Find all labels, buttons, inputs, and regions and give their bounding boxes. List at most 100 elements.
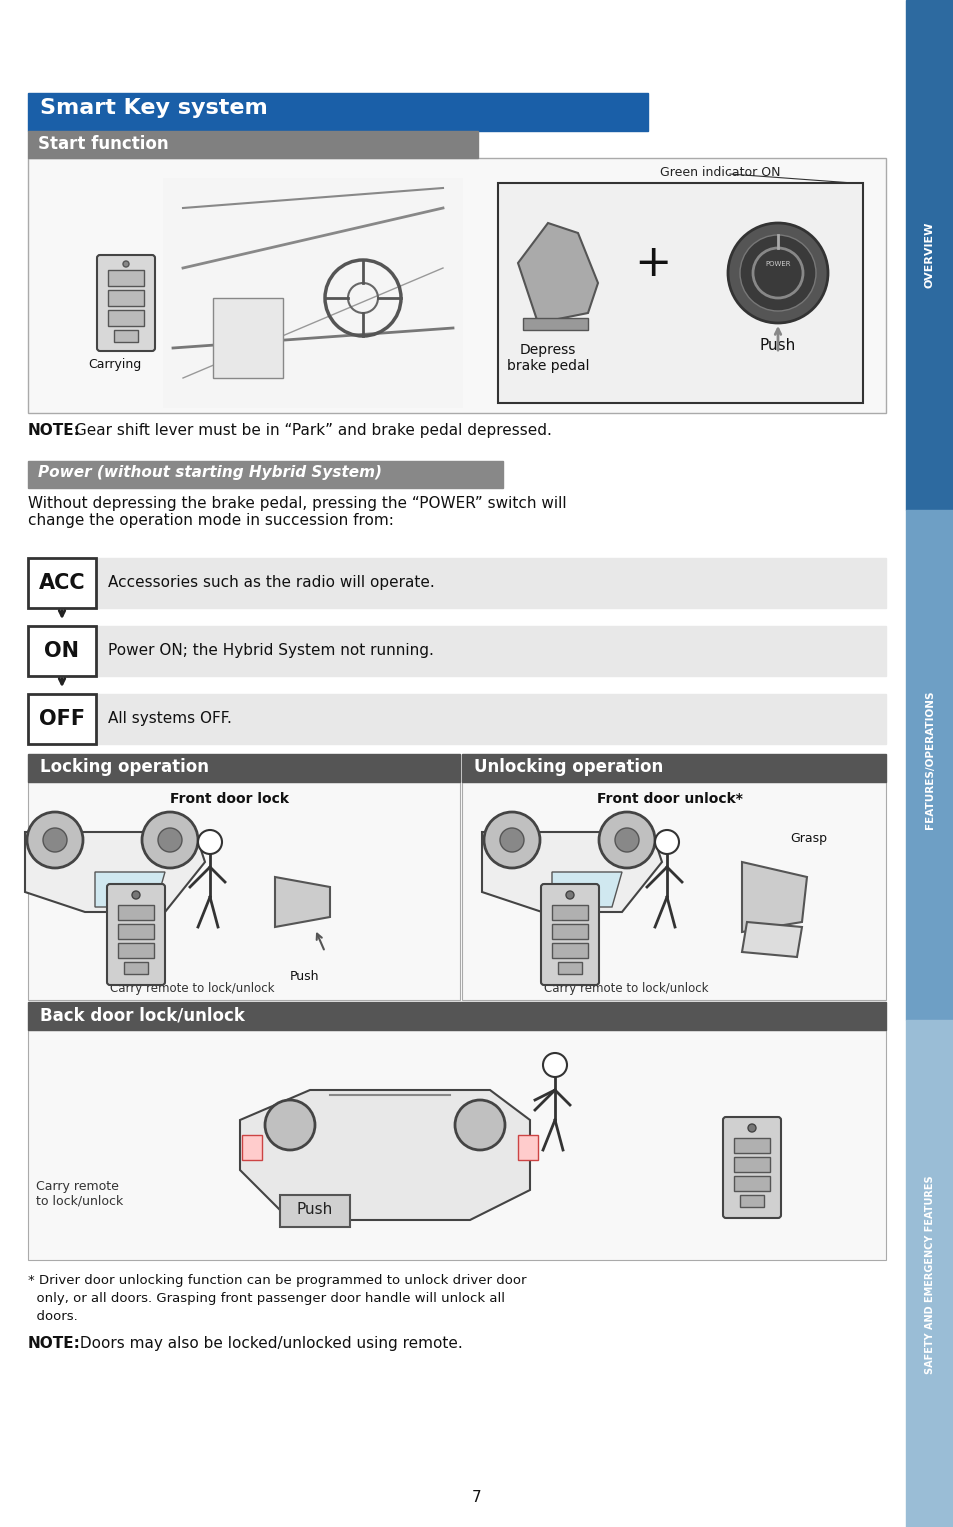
Text: 7: 7 xyxy=(472,1490,481,1506)
Bar xyxy=(28,754,459,782)
Text: Accessories such as the radio will operate.: Accessories such as the radio will opera… xyxy=(108,576,435,591)
Bar xyxy=(108,310,144,325)
Text: +: + xyxy=(634,241,671,284)
Circle shape xyxy=(655,831,679,854)
Polygon shape xyxy=(741,922,801,957)
Text: only, or all doors. Grasping front passenger door handle will unlock all: only, or all doors. Grasping front passe… xyxy=(28,1292,504,1306)
Text: Gear shift lever must be in “Park” and brake pedal depressed.: Gear shift lever must be in “Park” and b… xyxy=(70,423,551,438)
Bar xyxy=(124,962,148,974)
Bar xyxy=(28,461,502,489)
Text: POWER: POWER xyxy=(764,261,790,267)
Polygon shape xyxy=(240,1090,530,1220)
Text: SAFETY AND EMERGENCY FEATURES: SAFETY AND EMERGENCY FEATURES xyxy=(924,1176,934,1374)
Circle shape xyxy=(27,812,83,867)
Text: FEATURES/OPERATIONS: FEATURES/OPERATIONS xyxy=(924,690,934,829)
Text: doors.: doors. xyxy=(28,1310,77,1322)
FancyBboxPatch shape xyxy=(540,884,598,985)
Text: Unlocking operation: Unlocking operation xyxy=(474,757,662,776)
Circle shape xyxy=(132,890,140,899)
Circle shape xyxy=(565,890,574,899)
Text: OFF: OFF xyxy=(39,709,85,728)
Bar xyxy=(733,1176,769,1191)
Text: NOTE:: NOTE: xyxy=(28,423,81,438)
Bar xyxy=(96,693,885,744)
FancyBboxPatch shape xyxy=(97,255,154,351)
Text: Smart Key system: Smart Key system xyxy=(40,98,268,118)
Text: Carry remote to lock/unlock: Carry remote to lock/unlock xyxy=(110,982,274,996)
Text: All systems OFF.: All systems OFF. xyxy=(108,712,232,727)
Circle shape xyxy=(598,812,655,867)
Text: Locking operation: Locking operation xyxy=(40,757,209,776)
Circle shape xyxy=(455,1099,504,1150)
Polygon shape xyxy=(741,863,806,931)
Bar xyxy=(552,924,587,939)
Bar xyxy=(28,626,96,676)
Circle shape xyxy=(727,223,827,324)
Bar xyxy=(96,626,885,676)
Bar xyxy=(118,924,153,939)
FancyBboxPatch shape xyxy=(107,884,165,985)
Circle shape xyxy=(265,1099,314,1150)
Bar xyxy=(118,906,153,919)
Text: * Driver door unlocking function can be programmed to unlock driver door: * Driver door unlocking function can be … xyxy=(28,1274,526,1287)
Circle shape xyxy=(740,235,815,312)
Bar xyxy=(118,944,153,957)
Bar xyxy=(733,1157,769,1173)
Bar xyxy=(242,1135,262,1161)
Text: Push: Push xyxy=(760,337,796,353)
Circle shape xyxy=(198,831,222,854)
Circle shape xyxy=(483,812,539,867)
Bar xyxy=(733,1138,769,1153)
Polygon shape xyxy=(552,872,621,907)
Text: Without depressing the brake pedal, pressing the “POWER” switch will
change the : Without depressing the brake pedal, pres… xyxy=(28,496,566,528)
Text: Carry remote
to lock/unlock: Carry remote to lock/unlock xyxy=(36,1180,123,1208)
Polygon shape xyxy=(517,223,598,324)
Text: Doors may also be locked/unlocked using remote.: Doors may also be locked/unlocked using … xyxy=(75,1336,462,1351)
Bar xyxy=(108,290,144,305)
Circle shape xyxy=(542,1054,566,1077)
Text: Front door lock: Front door lock xyxy=(171,793,289,806)
Bar xyxy=(28,782,459,1000)
Text: Start function: Start function xyxy=(38,134,169,153)
Bar xyxy=(522,318,587,330)
Text: Carrying: Carrying xyxy=(88,357,141,371)
Bar xyxy=(28,1031,885,1260)
Bar xyxy=(28,93,647,131)
Circle shape xyxy=(142,812,198,867)
Bar xyxy=(552,906,587,919)
Bar xyxy=(905,510,953,1020)
Polygon shape xyxy=(213,298,283,379)
Polygon shape xyxy=(481,832,661,912)
Circle shape xyxy=(499,828,523,852)
Text: Front door unlock*: Front door unlock* xyxy=(597,793,742,806)
Circle shape xyxy=(123,261,129,267)
Text: Carry remote to lock/unlock: Carry remote to lock/unlock xyxy=(543,982,708,996)
Text: Green indicator ON: Green indicator ON xyxy=(659,166,780,179)
Text: Back door lock/unlock: Back door lock/unlock xyxy=(40,1006,245,1025)
Bar xyxy=(517,1135,537,1161)
Bar xyxy=(552,944,587,957)
Text: ACC: ACC xyxy=(39,573,85,592)
Bar xyxy=(461,754,885,782)
Bar xyxy=(28,157,885,412)
Bar xyxy=(108,270,144,286)
FancyBboxPatch shape xyxy=(722,1116,781,1219)
Bar xyxy=(740,1196,763,1206)
Text: Power ON; the Hybrid System not running.: Power ON; the Hybrid System not running. xyxy=(108,643,434,658)
Bar xyxy=(28,1002,885,1031)
Text: OVERVIEW: OVERVIEW xyxy=(924,221,934,289)
Circle shape xyxy=(43,828,67,852)
Polygon shape xyxy=(95,872,165,907)
Text: Push: Push xyxy=(296,1202,333,1217)
Polygon shape xyxy=(25,832,205,912)
Text: Push: Push xyxy=(290,970,319,983)
Circle shape xyxy=(158,828,182,852)
Bar xyxy=(905,0,953,510)
Bar xyxy=(461,782,885,1000)
Text: Power (without starting Hybrid System): Power (without starting Hybrid System) xyxy=(38,466,381,479)
Text: ON: ON xyxy=(45,641,79,661)
Circle shape xyxy=(615,828,639,852)
Bar xyxy=(163,179,462,408)
Bar xyxy=(28,131,477,157)
Bar xyxy=(905,1020,953,1527)
